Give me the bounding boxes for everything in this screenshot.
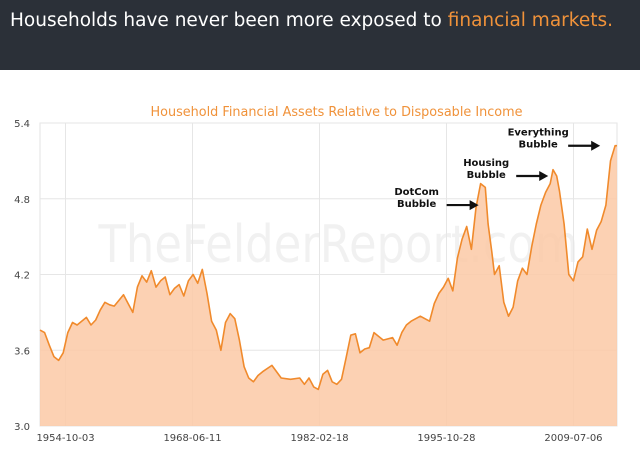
annotation-label: Housing xyxy=(463,158,509,169)
annotation-label: Bubble xyxy=(467,170,506,181)
x-tick-label: 1995-10-28 xyxy=(417,433,475,444)
y-tick-label: 3.0 xyxy=(14,422,30,433)
y-tick-label: 4.8 xyxy=(14,195,30,206)
y-tick-label: 4.2 xyxy=(14,271,30,282)
y-tick-label: 5.4 xyxy=(14,119,30,130)
slide-title-highlight: financial markets. xyxy=(447,10,613,31)
series-line xyxy=(39,144,617,391)
annotation-label: Everything xyxy=(508,128,569,139)
annotation-arrow-head xyxy=(469,200,479,211)
x-tick-label: 1982-02-18 xyxy=(290,433,348,444)
slide-title-text: Households have never been more exposed … xyxy=(10,10,448,31)
x-tick-label: 2009-07-06 xyxy=(544,433,602,444)
x-tick-label: 1954-10-03 xyxy=(36,433,94,444)
y-tick-label: 3.6 xyxy=(14,346,30,357)
chart-container: Household Financial Assets Relative to D… xyxy=(0,92,640,458)
watermark-text: TheFelderReport.com xyxy=(98,215,579,275)
x-tick-label: 1968-06-11 xyxy=(163,433,221,444)
annotation-label: DotCom xyxy=(394,187,439,198)
annotation-label: Bubble xyxy=(397,199,436,210)
annotation-arrow-head xyxy=(539,171,549,182)
annotation-label: Bubble xyxy=(519,140,558,151)
chart-title: Household Financial Assets Relative to D… xyxy=(151,105,523,120)
slide-header: Households have never been more exposed … xyxy=(0,0,640,70)
annotation-arrow-head xyxy=(591,140,601,151)
slide-title: Households have never been more exposed … xyxy=(10,10,613,31)
series-area xyxy=(40,145,617,426)
area-chart: Household Financial Assets Relative to D… xyxy=(14,105,618,444)
